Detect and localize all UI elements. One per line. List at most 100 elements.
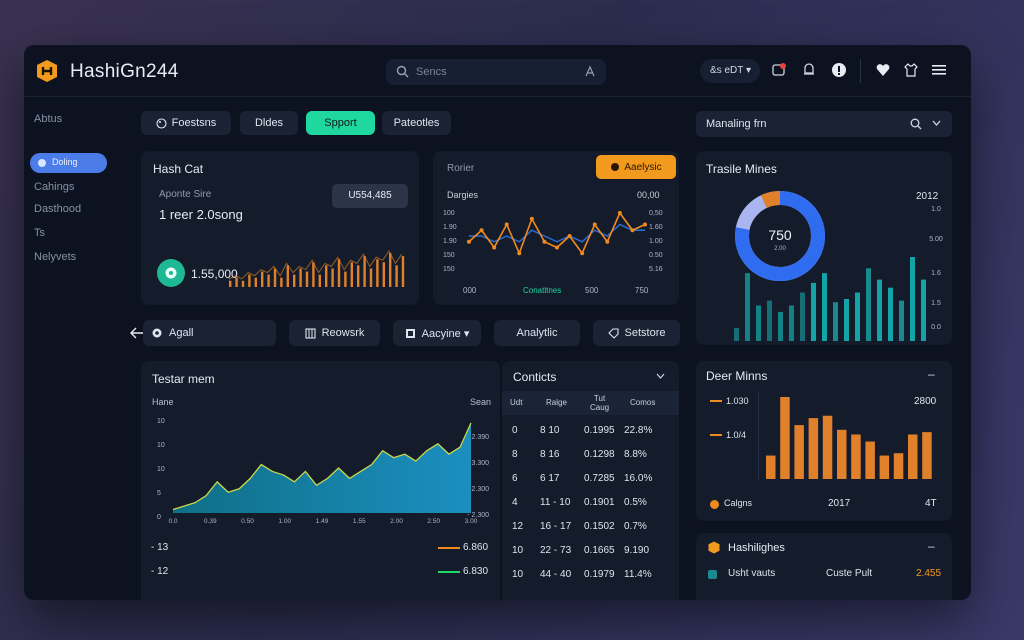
y-tick-left: 1.90 (443, 224, 457, 231)
tab-spport[interactable]: Spport (306, 111, 375, 135)
line-chart: 100 1.90 1.90 150 150 0,50 1.60 1.00 0.50 5.16 000… (443, 210, 663, 295)
series-point (643, 222, 647, 227)
y-tick-right: 5.00 (929, 236, 943, 243)
shirt-icon[interactable] (902, 61, 920, 79)
action-reowsrk-button[interactable]: Reowsrk (289, 320, 380, 346)
tab-dldes[interactable]: Dldes (240, 111, 298, 135)
y-tick-right: 0.0 (931, 324, 941, 331)
sparkline-bar (312, 262, 315, 287)
contacts-card: Conticts Udt Ralge Tut Caug Comos 0 8 10 0.199… (502, 361, 679, 600)
manager-label: Manaling frn (706, 118, 767, 130)
sparkline-bar (235, 277, 238, 287)
sidebar-item-abtus[interactable]: Abtus (34, 113, 63, 125)
mines-year: 2012 (916, 191, 939, 202)
y-tick-left: 1.90 (443, 238, 457, 245)
manager-dropdown[interactable]: Manaling frn (696, 111, 952, 137)
table-cell: 9.190 (624, 545, 650, 556)
sparkline-bar (318, 274, 321, 287)
app-title: HashiGn244 (70, 61, 179, 82)
menu-icon[interactable] (930, 61, 948, 79)
mines-bar (833, 302, 838, 341)
sparkline-bar (280, 277, 283, 287)
series-point (529, 216, 534, 221)
action-analytlic-button[interactable]: Analytlic (494, 320, 580, 346)
chevron-down-icon[interactable] (656, 373, 665, 380)
series-point (617, 211, 622, 215)
series-point (555, 245, 559, 250)
area-card-title: Testar mem (152, 372, 215, 386)
heart-icon[interactable] (874, 61, 892, 79)
x-tick: 1.49 (316, 518, 329, 525)
action-agall-button[interactable]: Agall (143, 320, 276, 346)
mines-bar (899, 300, 904, 341)
y-tick-right: 5.16 (649, 266, 663, 273)
x-tick: 0.39 (204, 518, 217, 525)
minimize-icon[interactable]: – (928, 539, 935, 553)
deer-bar (766, 455, 776, 479)
table-cell: 0.5% (624, 497, 647, 508)
tab-pateotles[interactable]: Pateotles (382, 111, 451, 135)
y-tick-right: - 2.300 (467, 512, 489, 519)
table-header-cell[interactable]: Ralge (546, 398, 567, 407)
hash-card: Hash Cat Aponte Sire 1 reer 2.0song U554… (141, 151, 419, 305)
x-tick: 0.50 (241, 518, 254, 525)
table-cell: 12 (512, 521, 524, 532)
sparkline-bar (241, 280, 245, 287)
y-tick-right: - 2.390 (467, 434, 489, 441)
deer-bar (794, 425, 804, 479)
search-bar[interactable]: Sencs (386, 59, 606, 85)
table-cell: 0.1901 (584, 497, 615, 508)
user-menu-pill[interactable]: &s eDT ▾ (700, 59, 760, 83)
series-point (504, 222, 509, 227)
orange-dot-icon (710, 500, 719, 509)
search-placeholder: Sencs (416, 66, 447, 78)
tab-foestsns[interactable]: Foestsns (141, 111, 231, 135)
minimize-icon[interactable]: – (928, 367, 935, 381)
legend-mark-1 (710, 400, 722, 402)
sparkline-bar (401, 256, 405, 287)
table-cell: 6 17 (540, 473, 560, 484)
deer-bar (780, 397, 790, 479)
sidebar-item-cahings[interactable]: Cahings (34, 181, 75, 193)
sidebar-item-doling[interactable]: Doling (30, 153, 107, 173)
highlights-item-mid: Custe Pult (826, 568, 873, 579)
analysis-button[interactable]: Aaelysic (596, 155, 676, 179)
notification-icon[interactable] (770, 61, 788, 79)
line-card-label-left: Dargies (447, 190, 479, 200)
area-legend-left-1: - 13 (151, 542, 169, 553)
back-arrow-icon[interactable] (130, 326, 144, 344)
teal-square-icon (708, 570, 717, 579)
table-header-cell[interactable]: Udt (510, 398, 523, 407)
deer-footer-left: Calgns (724, 498, 753, 508)
y-tick-right: 1.00 (649, 238, 663, 245)
table-cell: 0.1502 (584, 521, 615, 532)
deer-bar (808, 418, 819, 479)
deer-bar (851, 434, 861, 479)
highlight-logo-icon (708, 541, 720, 554)
sidebar-item-nelyvets[interactable]: Nelyvets (34, 251, 77, 263)
sidebar-item-dasthood[interactable]: Dasthood (34, 203, 82, 215)
x-tick: 500 (585, 286, 599, 295)
series-point (542, 239, 547, 244)
y-tick-right: - 3.300 (467, 460, 489, 467)
highlights-title: Hashilighes (728, 542, 785, 554)
action-aacyine-button[interactable]: Aacyine ▾ (393, 320, 481, 346)
mines-bar (767, 300, 772, 341)
series-line-blue (469, 223, 645, 243)
table-header-cell[interactable]: Comos (630, 398, 656, 407)
table-cell: 0.1979 (584, 569, 615, 580)
y-tick-right: 1.60 (649, 224, 663, 231)
area-chart-card: Testar mem Hane Sean 10 10 10 5 0 - 2.390 - 3.… (141, 361, 500, 600)
mines-bar (778, 311, 783, 341)
sidebar-item-ts[interactable]: Ts (34, 227, 45, 239)
table-header-cell[interactable]: Tut Caug (590, 394, 610, 412)
table-cell: 11 - 10 (540, 497, 571, 508)
action-setstore-button[interactable]: Setstore (593, 320, 680, 346)
x-tick: 000 (463, 286, 477, 295)
y-tick-left: 10 (157, 466, 165, 473)
hash-card-subtitle: Aponte Sire (159, 189, 212, 200)
bell-icon[interactable] (800, 61, 818, 79)
info-icon[interactable] (830, 61, 848, 79)
series-point (567, 234, 572, 238)
mines-bar (888, 287, 893, 341)
